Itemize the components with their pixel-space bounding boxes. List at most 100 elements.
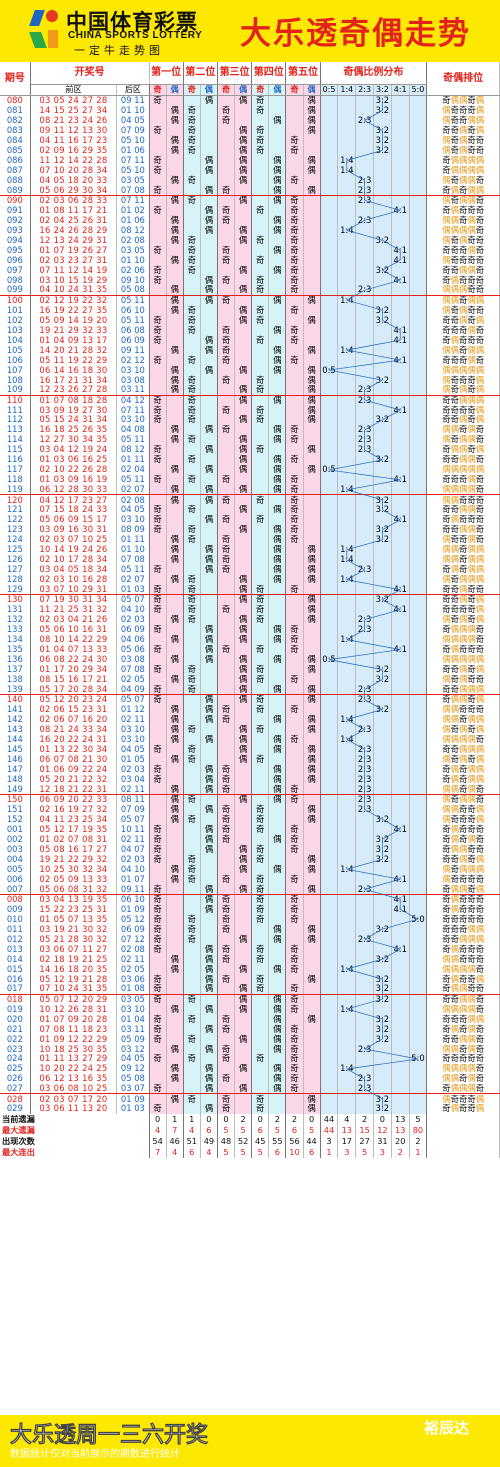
pos-odd-cell: 奇	[285, 484, 304, 496]
back-numbers: 04 10	[116, 864, 150, 875]
ratio-cell	[355, 1063, 374, 1074]
ratio-cell	[391, 494, 410, 505]
pos-even-cell: 偶	[268, 834, 287, 845]
pos-even-cell: 偶	[303, 544, 321, 555]
pos-odd-cell: 奇	[183, 584, 201, 596]
pos-even-cell: 偶	[268, 654, 287, 665]
pos-even-cell	[303, 225, 321, 236]
front-numbers: 05 06 29 30 34	[30, 185, 118, 196]
ratio-cell	[355, 484, 374, 496]
pos-even-cell: 偶	[166, 175, 184, 186]
front-numbers: 06 14 16 18 30	[30, 365, 118, 376]
pos-even-cell	[234, 255, 253, 266]
front-numbers: 05 17 20 28 34	[30, 684, 118, 696]
ratio-cell	[355, 1014, 374, 1025]
table-row: 093 16 24 26 28 29 08 12 偶偶偶偶奇 1:4 偶偶偶偶奇	[0, 225, 500, 236]
ratio-cell	[391, 564, 410, 575]
ratio-cell	[337, 534, 357, 545]
back-numbers: 03 10	[116, 1004, 150, 1015]
pos-even-cell	[200, 674, 218, 685]
pos-odd-cell	[183, 624, 201, 635]
back-numbers: 01 11	[116, 534, 150, 545]
table-row: 080 03 05 24 27 28 09 11 奇偶偶奇偶 3:2 奇偶偶奇偶	[0, 95, 500, 106]
ratio-cell: 1:4	[337, 225, 357, 236]
ratio-cell	[355, 165, 374, 176]
pos-even-cell: 偶	[166, 434, 184, 445]
ratio-cell: 2:3	[355, 444, 374, 455]
pos-even-cell	[234, 1014, 253, 1025]
pos-odd-cell: 奇	[183, 195, 201, 206]
front-numbers: 05 15 24 31 34	[30, 415, 118, 425]
pos-odd-cell: 奇	[251, 854, 270, 865]
table-row: 130 07 19 30 31 34 05 07 奇奇偶奇偶 3:2 奇奇偶奇偶	[0, 594, 500, 605]
pos-even-cell	[166, 315, 184, 326]
pos-even-cell	[200, 1014, 218, 1025]
pos-odd-cell: 奇	[183, 1014, 201, 1025]
pos-odd-cell	[285, 415, 304, 425]
ratio-cell	[391, 704, 410, 715]
ratio-cell	[373, 335, 392, 346]
ratio-cell	[409, 644, 428, 655]
pos-even-cell: 偶	[234, 365, 253, 376]
ratio-cell	[409, 834, 428, 845]
back-numbers: 05 07	[116, 594, 150, 605]
pos-even-cell: 偶	[200, 155, 218, 166]
pos-odd-cell	[251, 534, 270, 545]
ratio-cell	[355, 964, 374, 975]
pos-even-cell: 偶	[303, 95, 321, 106]
pos-even-cell: 偶	[234, 125, 253, 136]
ratio-cell	[373, 385, 392, 396]
issue-number: 081	[0, 105, 31, 116]
ratio-cell	[391, 544, 410, 555]
pos-even-cell	[303, 325, 321, 336]
ratio-cell	[320, 215, 339, 226]
pos-odd-cell: 奇	[183, 474, 201, 485]
ratio-cell	[337, 654, 357, 665]
ratio-cell	[373, 225, 392, 236]
issue-number: 097	[0, 265, 31, 276]
pos-odd-cell: 奇	[251, 145, 270, 156]
issue-number: 132	[0, 614, 31, 625]
pos-even-cell: 偶	[268, 155, 287, 166]
issue-number: 125	[0, 544, 31, 555]
pos-odd-cell: 奇	[217, 355, 236, 366]
pos-odd-cell	[217, 724, 236, 735]
pos-odd-cell: 奇	[149, 824, 167, 835]
ratio-cell	[373, 544, 392, 555]
issue-number: 111	[0, 405, 31, 415]
pos-odd-cell: 奇	[251, 884, 270, 895]
front-numbers: 19 21 29 32 33	[30, 325, 118, 336]
table-row: 147 01 06 09 22 24 02 03 奇偶奇偶偶 2:3 奇偶奇偶偶	[0, 764, 500, 775]
pos-even-cell: 偶	[234, 584, 253, 596]
ratio-cell	[337, 784, 357, 795]
ratio-cell	[320, 564, 339, 575]
order-cell: 奇奇偶偶奇	[426, 504, 500, 515]
ratio-cell	[320, 604, 339, 615]
ratio-cell	[391, 135, 410, 146]
pos-even-cell: 偶	[234, 454, 253, 465]
pos-even-cell	[166, 664, 184, 675]
back-numbers: 02 07	[116, 484, 150, 496]
pos-even-cell	[268, 1093, 287, 1104]
ratio-cell	[373, 644, 392, 655]
ratio-cell	[320, 1073, 339, 1084]
pos-odd-cell: 奇	[285, 285, 304, 296]
ratio-cell	[355, 295, 374, 306]
pos-even-cell: 偶	[200, 1004, 218, 1015]
ratio-cell	[373, 285, 392, 296]
ratio-cell	[409, 395, 428, 406]
pos-even-cell	[303, 944, 321, 955]
pos-odd-cell	[183, 345, 201, 356]
pos-odd-cell	[251, 1024, 270, 1035]
table-row: 140 05 12 20 23 24 05 07 奇偶偶奇偶 2:3 奇偶偶奇偶	[0, 694, 500, 705]
ratio-cell: 3:2	[373, 954, 392, 965]
ratio-cell: 5:0	[409, 914, 428, 925]
stats-row: 最大遗漏 4 7 4 6 5 5 6 5 6 5 44 13 15 12 13 80	[0, 1124, 500, 1136]
pos-even-cell: 偶	[234, 734, 253, 745]
ratio-cell	[373, 155, 392, 166]
ratio-cell	[355, 674, 374, 685]
pos-odd-cell: 奇	[217, 814, 236, 825]
pos-even-cell	[200, 504, 218, 515]
stats-value: 0	[149, 1113, 167, 1125]
stats-value: 4	[183, 1124, 201, 1136]
